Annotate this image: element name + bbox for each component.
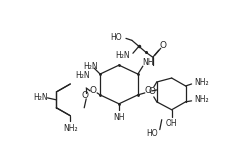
Text: NH₂: NH₂ — [194, 78, 209, 86]
Text: O: O — [82, 91, 89, 100]
Text: OH: OH — [166, 119, 178, 128]
Text: H₂N: H₂N — [115, 51, 130, 60]
Text: NH₂: NH₂ — [63, 124, 78, 133]
Text: O: O — [90, 86, 97, 95]
Text: O: O — [144, 86, 151, 95]
Text: H₂N: H₂N — [33, 93, 48, 102]
Text: NH: NH — [142, 58, 154, 67]
Text: NH: NH — [113, 113, 125, 122]
Text: NH₂: NH₂ — [194, 95, 209, 104]
Text: H₂N: H₂N — [75, 71, 90, 80]
Text: H₂N: H₂N — [83, 62, 98, 71]
Text: HO: HO — [110, 33, 122, 42]
Text: O: O — [159, 41, 166, 50]
Text: O: O — [148, 87, 155, 96]
Text: HO: HO — [146, 129, 158, 138]
